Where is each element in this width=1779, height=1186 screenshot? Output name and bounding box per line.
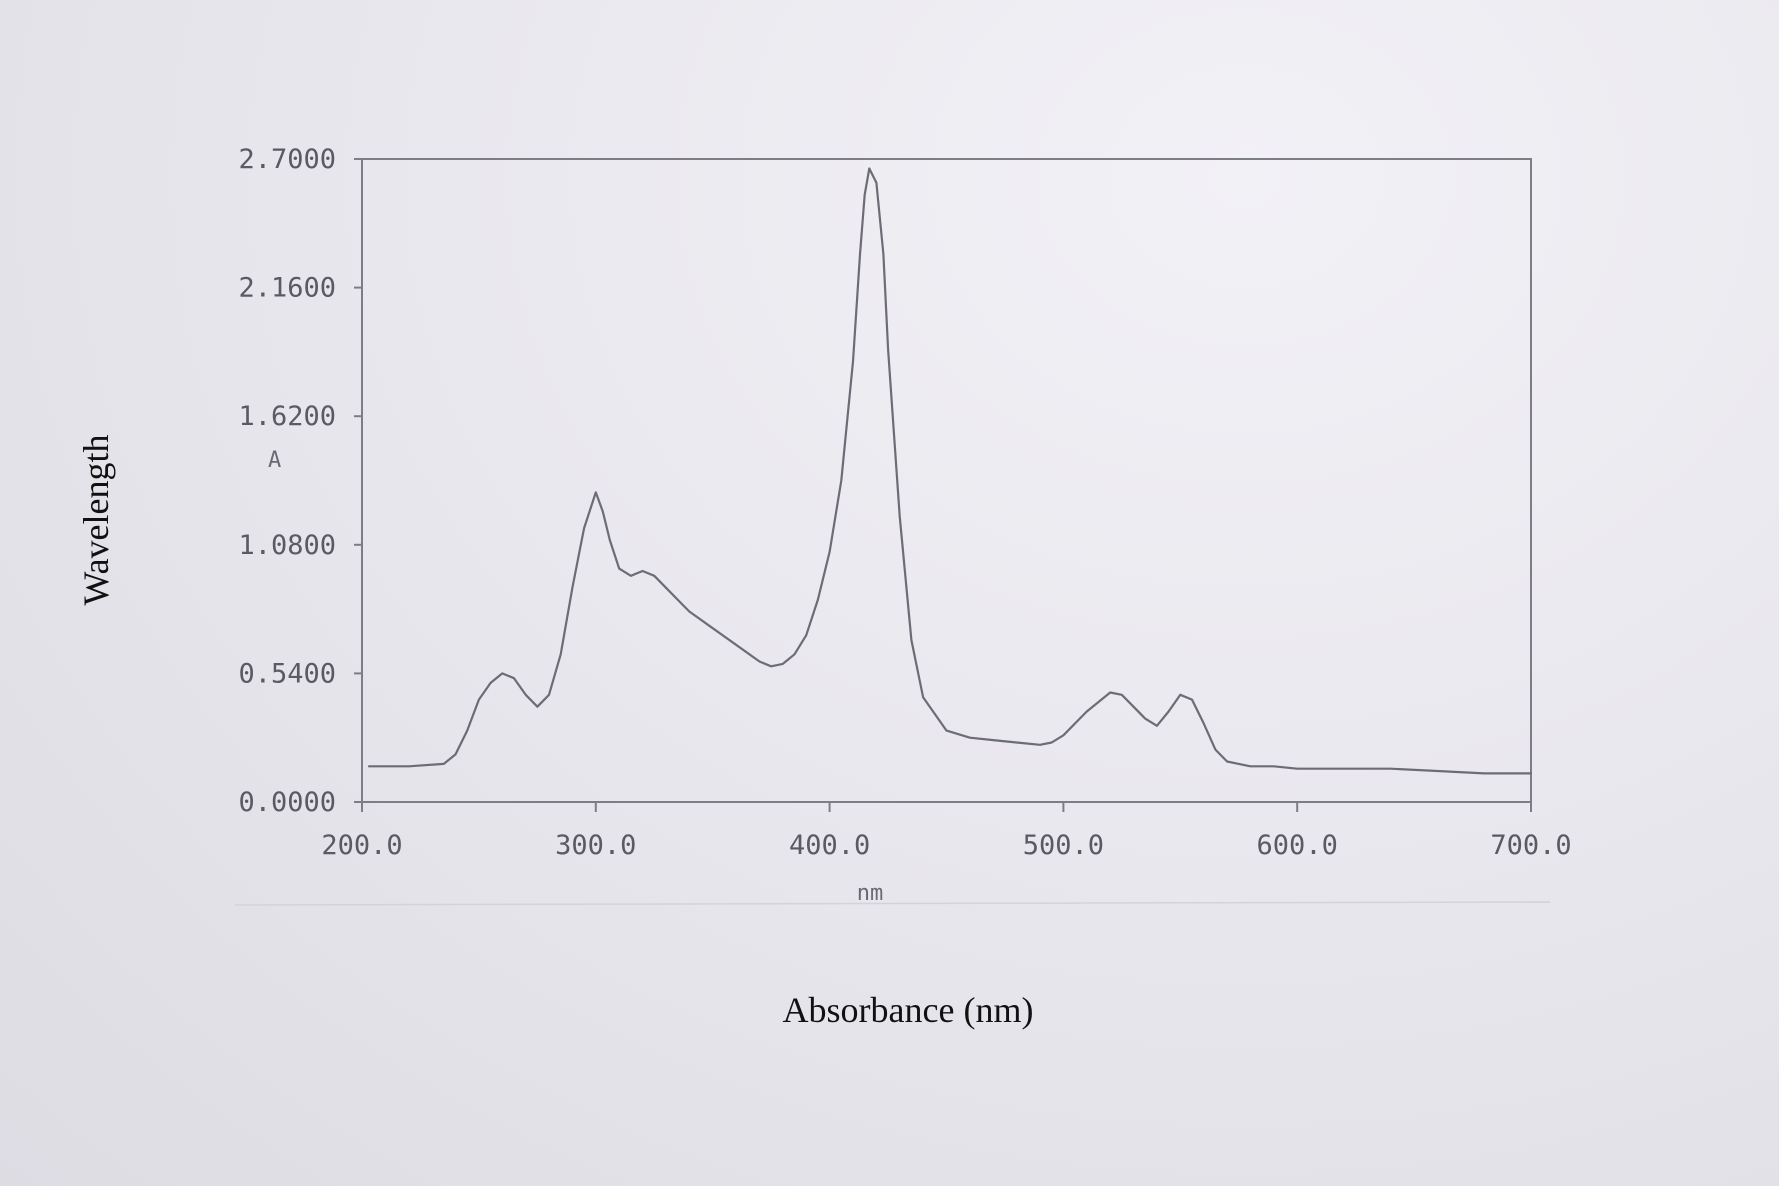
y-axis-ticks: 0.0000 0.5400 1.0800 1.6200 2.1600 2.7000 bbox=[238, 144, 362, 818]
y-tick-label: 2.1600 bbox=[238, 273, 336, 304]
scan-artifact-line bbox=[234, 901, 1551, 906]
y-tick-label: 0.0000 bbox=[238, 787, 336, 818]
plot-frame bbox=[361, 158, 1532, 803]
x-tick-label: 500.0 bbox=[1023, 830, 1104, 861]
x-tick-label: 300.0 bbox=[555, 830, 636, 861]
y-tick-label: 2.7000 bbox=[238, 144, 336, 175]
y-unit-label: A bbox=[268, 448, 281, 473]
y-tick-label: 1.6200 bbox=[238, 401, 336, 432]
x-tick-label: 400.0 bbox=[789, 830, 870, 861]
spectrum-line bbox=[367, 167, 1533, 775]
x-tick-label: 200.0 bbox=[321, 830, 402, 861]
x-unit-label: nm bbox=[857, 881, 884, 906]
plot-border bbox=[361, 158, 1532, 803]
y-tick-label: 0.5400 bbox=[238, 658, 336, 689]
y-axis-title: Wavelength bbox=[76, 434, 116, 605]
x-tick-label: 700.0 bbox=[1490, 830, 1571, 861]
x-axis-title: Absorbance (nm) bbox=[783, 990, 1034, 1030]
y-tick-label: 1.0800 bbox=[238, 530, 336, 561]
x-axis-ticks: 200.0 300.0 400.0 500.0 600.0 700.0 bbox=[321, 802, 1572, 861]
x-tick-label: 600.0 bbox=[1257, 830, 1338, 861]
